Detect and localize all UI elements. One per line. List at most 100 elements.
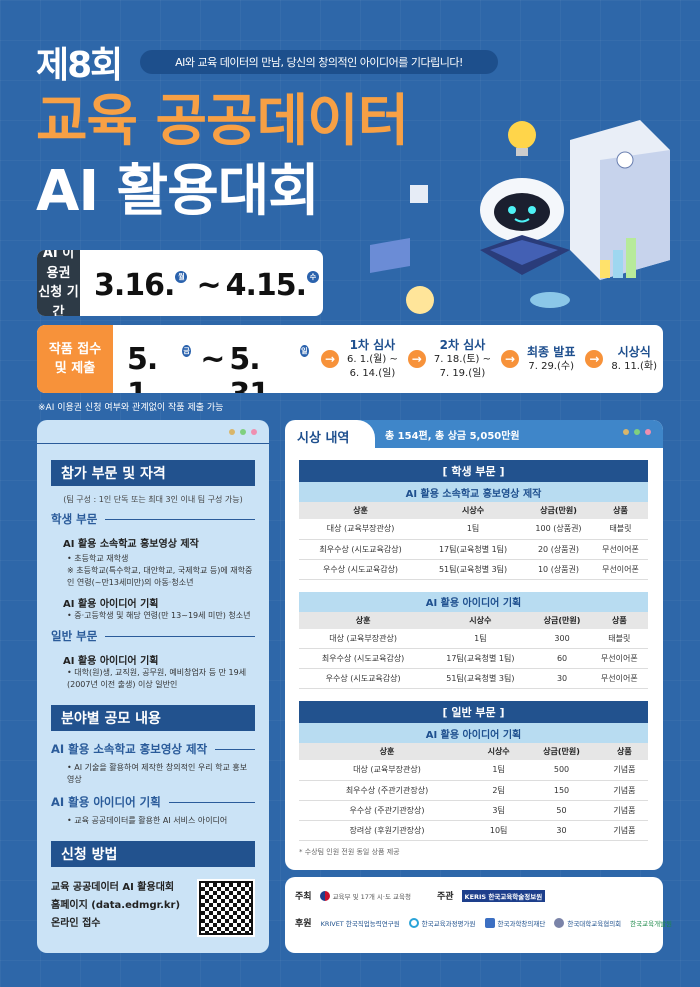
table-cell: 3팀 <box>475 800 523 821</box>
submission-start: 5. 1. <box>127 342 158 393</box>
stage-2: 2차 심사 7. 18.(토) ~ 7. 19.(일) <box>433 337 492 380</box>
column-header: 상금(만원) <box>522 743 601 760</box>
awards-summary: 총 154편, 총 상금 5,050만원 <box>385 431 520 442</box>
table-cell: 기념품 <box>600 760 648 781</box>
chart-blocks-icon <box>600 238 636 278</box>
window-dots <box>229 429 257 435</box>
arrow-right-icon: → <box>585 349 604 368</box>
host-label: 주최 <box>295 892 312 902</box>
item-title: AI 활용 소속학교 홍보영상 제작 <box>63 539 199 550</box>
voucher-label: AI 이용권 신청 기간 <box>37 250 81 316</box>
column-header: 상품 <box>590 611 648 629</box>
item-title: AI 활용 아이디어 기획 <box>63 599 159 610</box>
arrow-right-icon: → <box>501 349 520 368</box>
school-building-icon <box>570 120 670 280</box>
camera-icon <box>370 185 428 273</box>
table-cell: 우수상 (주관기관장상) <box>299 800 476 821</box>
table-row: 대상 (교육부장관상) 1팀 100 (상품권) 태블릿 <box>299 519 648 540</box>
category-header: AI 활용 소속학교 홍보영상 제작 <box>299 482 648 502</box>
table-row: 대상 (교육부장관상) 1팀 500 기념품 <box>299 760 648 781</box>
section-apply: 신청 방법 <box>51 841 255 867</box>
table-cell: 대상 (교육부장관상) <box>299 628 428 649</box>
table-cell: 30 <box>522 820 601 841</box>
tilde: ~ <box>196 268 221 303</box>
robot-illustration <box>370 120 670 314</box>
day-badge: 수 <box>307 271 319 283</box>
column-header: 상금(만원) <box>533 611 591 629</box>
general-idea-table: [ 일반 부문 ] AI 활용 아이디어 기획 상훈 시상수 상금(만원) 상품 대상 … <box>299 701 648 841</box>
table-cell: 500 <box>522 760 601 781</box>
awards-footnote: * 수상팀 인원 전원 동일 상품 제공 <box>299 847 400 856</box>
bullet: ※ 초등학교(특수학교, 대안학교, 국제학교 등)에 재학중인 연령(~만13… <box>67 566 253 587</box>
general-division: 일반 부문 <box>51 628 255 644</box>
robot-icon <box>480 178 570 275</box>
division-header: [ 일반 부문 ] <box>299 701 648 723</box>
team-note: (팀 구성 : 1인 단독 또는 최대 3인 이내 팀 구성 가능) <box>63 495 243 504</box>
table-cell: 태블릿 <box>592 519 648 540</box>
table-cell: 최우수상 (시도교육감상) <box>299 539 423 560</box>
table-cell: 10팀 <box>475 820 523 841</box>
bullet: • 교육 공공데이터를 활용한 AI 서비스 아이디어 <box>67 816 228 825</box>
column-headers: 상훈 시상수 상금(만원) 상품 <box>299 611 648 629</box>
table-row: 대상 (교육부장관상) 1팀 300 태블릿 <box>299 628 648 649</box>
voucher-start: 3.16. <box>94 268 175 303</box>
organizer-label: 주관 <box>436 892 454 902</box>
stage-3: 최종 발표 7. 29.(수) <box>527 344 576 373</box>
voucher-period-box: AI 이용권 신청 기간 3.16. 월 ~ 4.15. 수 <box>37 250 323 316</box>
table-cell: 무선이어폰 <box>590 648 648 669</box>
pie-chart-icon <box>406 286 434 314</box>
table-cell: 150 <box>522 780 601 801</box>
table-cell: 17팀(교육청별 1팀) <box>427 648 534 669</box>
column-header: 시상수 <box>422 502 525 519</box>
section-eligibility: 참가 부문 및 자격 <box>51 460 255 486</box>
item-title: AI 활용 아이디어 기획 <box>63 656 159 667</box>
column-header: 상훈 <box>299 743 476 760</box>
table-cell: 무선이어폰 <box>592 539 648 560</box>
info-panel: 참가 부문 및 자격 (팀 구성 : 1인 단독 또는 최대 3인 이내 팀 구… <box>37 420 269 953</box>
table-row: 우수상 (시도교육감상) 51팀(교육청별 3팀) 10 (상품권) 무선이어폰 <box>299 559 648 580</box>
table-cell: 2팀 <box>475 780 523 801</box>
awards-tab: 시상 내역 <box>285 420 375 450</box>
table-row: 장려상 (후원기관장상) 10팀 30 기념품 <box>299 820 648 841</box>
field-title: AI 활용 소속학교 홍보영상 제작 <box>51 741 255 757</box>
table-cell: 기념품 <box>600 780 648 801</box>
sponsors-box: 주최 교육부 및 17개 시·도 교육청 주관 KERIS 한국교육학술정보원 … <box>285 877 672 953</box>
table-row: 우수상 (시도교육감상) 51팀(교육청별 3팀) 30 무선이어폰 <box>299 668 648 689</box>
supporter-logo: 한국교육개발원 <box>630 919 673 928</box>
bullet: • 대학(원)생, 교직원, 공무원, 예비창업자 등 만 19세(2007년 … <box>67 668 247 689</box>
column-headers: 상훈 시상수 상금(만원) 상품 <box>299 743 648 760</box>
day-badge: 일 <box>299 345 310 357</box>
table-cell: 최우수상 (시도교육감상) <box>299 648 428 669</box>
submission-end: 5. 31. <box>229 342 280 393</box>
qr-code[interactable] <box>197 879 255 937</box>
student-video-table: [ 학생 부문 ] AI 활용 소속학교 홍보영상 제작 상훈 시상수 상금(만원)… <box>299 460 648 580</box>
column-header: 상금(만원) <box>524 502 593 519</box>
stage-1: 1차 심사 6. 1.(월) ~ 6. 14.(일) <box>347 337 398 380</box>
section-fields: 분야별 공모 내용 <box>51 705 255 731</box>
table-row: 우수상 (주관기관장상) 3팀 50 기념품 <box>299 800 648 821</box>
bullet: • 초등학교 재학생 <box>67 554 129 563</box>
category-header: AI 활용 아이디어 기획 <box>299 723 648 743</box>
table-row: 최우수상 (시도교육감상) 17팀(교육청별 1팀) 60 무선이어폰 <box>299 648 648 669</box>
student-idea-table: AI 활용 아이디어 기획 상훈 시상수 상금(만원) 상품 대상 (교육부장관상) 1팀… <box>299 591 648 689</box>
table-row: 최우수상 (시도교육감상) 17팀(교육청별 1팀) 20 (상품권) 무선이어폰 <box>299 539 648 560</box>
student-division: 학생 부문 <box>51 511 255 527</box>
voucher-end: 4.15. <box>225 268 307 303</box>
lightbulb-icon <box>508 121 536 156</box>
submission-period-box: 작품 접수 및 제출 5. 1. 금 ~ 5. 31. 일 → 1차 심사6. 1.(… <box>37 325 663 393</box>
table-cell: 50 <box>522 800 601 821</box>
window-dots <box>623 429 651 435</box>
table-cell: 무선이어폰 <box>592 559 648 580</box>
table-cell: 장려상 (후원기관장상) <box>299 820 476 841</box>
table-cell: 우수상 (시도교육감상) <box>299 668 428 689</box>
column-header: 상품 <box>592 502 648 519</box>
bullet: • 중·고등학생 및 해당 연령(만 13~19세 미만) 청소년 <box>67 611 251 620</box>
table-cell: 대상 (교육부장관상) <box>299 519 423 540</box>
table-cell: 300 <box>533 628 591 649</box>
host-logo: 교육부 및 17개 시·도 교육청 <box>319 890 411 901</box>
table-cell: 17팀(교육청별 1팀) <box>422 539 525 560</box>
table-cell: 기념품 <box>600 800 648 821</box>
column-header: 상훈 <box>299 611 428 629</box>
day-badge: 금 <box>182 345 192 357</box>
awards-panel: 시상 내역 총 154편, 총 상금 5,050만원 [ 학생 부문 ] AI … <box>285 420 663 870</box>
